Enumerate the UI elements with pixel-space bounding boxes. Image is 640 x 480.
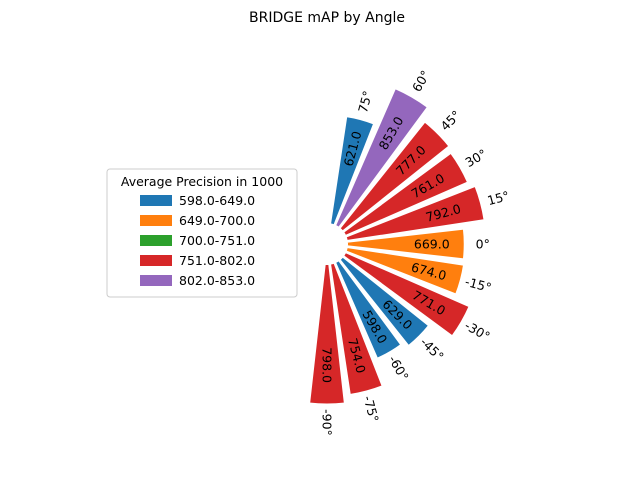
angle-label: 45° — [437, 107, 463, 133]
chart-title: BRIDGE mAP by Angle — [249, 10, 405, 26]
legend-title: Average Precision in 1000 — [121, 174, 283, 189]
bar-45° — [338, 120, 451, 233]
legend-label: 751.0-802.0 — [179, 253, 255, 268]
legend-label: 802.0-853.0 — [179, 273, 255, 288]
bar-15° — [344, 184, 486, 243]
bar--90° — [308, 262, 346, 406]
legend-label: 700.0-751.0 — [179, 233, 255, 248]
angle-label: 30° — [463, 146, 490, 170]
bar-75° — [328, 115, 376, 227]
legend-swatch — [140, 255, 172, 266]
legend-label: 649.0-700.0 — [179, 213, 255, 228]
bar-60° — [333, 86, 430, 230]
angle-label: -60° — [385, 353, 411, 384]
angle-label: 0° — [476, 237, 490, 252]
angle-label: -30° — [462, 318, 493, 344]
angle-label: 60° — [409, 68, 433, 95]
bar-0° — [345, 227, 466, 261]
legend-entries: 598.0-649.0 649.0-700.0 700.0-751.0 751.0-8… — [140, 193, 255, 288]
bar--45° — [338, 255, 431, 348]
bar--60° — [333, 258, 403, 361]
bar--75° — [328, 261, 385, 397]
angle-label: 15° — [486, 188, 511, 208]
angle-label: 75° — [355, 89, 375, 114]
angle-label: -90° — [320, 409, 335, 436]
legend-label: 598.0-649.0 — [179, 193, 255, 208]
bar--30° — [341, 250, 471, 338]
bar-30° — [341, 151, 470, 238]
legend-swatch — [140, 215, 172, 226]
legend: Average Precision in 1000 598.0-649.0 649… — [106, 168, 298, 298]
legend-swatch — [140, 195, 172, 206]
legend-swatch — [140, 235, 172, 246]
value-label: 798.0 — [320, 347, 335, 383]
value-label: 669.0 — [414, 237, 450, 252]
angle-label: -75° — [360, 394, 381, 424]
bars-layer — [308, 86, 486, 406]
legend-swatch — [140, 275, 172, 286]
angle-label: -15° — [463, 274, 493, 295]
angle-label: -45° — [417, 334, 446, 363]
bar--15° — [344, 245, 466, 296]
